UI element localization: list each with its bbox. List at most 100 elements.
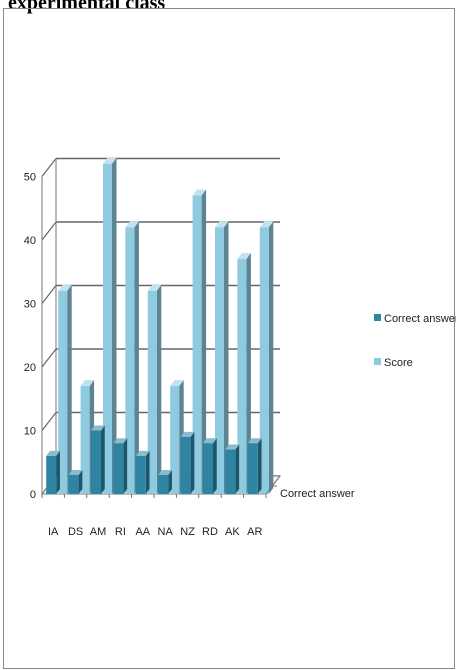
bar-correct-AK-front <box>225 449 236 494</box>
bar-correct-DS <box>68 469 83 494</box>
bar-score-NZ <box>192 189 207 495</box>
bar-correct-RD <box>203 438 217 494</box>
y-tick-label: 20 <box>24 362 36 374</box>
x-tick-label: NZ <box>180 526 195 538</box>
bar-score-IA-side <box>67 284 72 494</box>
legend-swatch <box>374 314 381 321</box>
bar-correct-IA-side <box>56 450 60 494</box>
bar-correct-RD-top <box>203 438 217 444</box>
bar-correct-AK <box>225 444 240 494</box>
gridline-depth <box>41 412 57 431</box>
bar-correct-RI-side <box>123 438 128 494</box>
bar-correct-NZ <box>180 431 195 494</box>
bar-score-AK-top <box>237 253 251 260</box>
bar-score-AR <box>259 221 274 495</box>
bar-score-AM-top <box>103 157 117 164</box>
bar-correct-RI <box>113 438 128 494</box>
depth-axis-line <box>265 475 281 495</box>
bar-score-RI-side <box>134 221 139 495</box>
bar-score-IA-front <box>58 290 68 494</box>
bar-score-NZ-side <box>201 189 207 495</box>
bar-correct-AM-top <box>91 425 105 431</box>
bar-score-AK-side <box>246 253 251 494</box>
bar-correct-NA-front <box>158 474 169 494</box>
bar-score-RI-front <box>125 227 135 495</box>
x-tick-label: AM <box>90 526 107 538</box>
y-tick-label: 30 <box>24 299 36 311</box>
bar-correct-AA <box>135 450 150 494</box>
bar-score-IA-top <box>58 284 72 291</box>
bar-correct-NA <box>158 469 172 494</box>
bar-score-AK-front <box>237 259 247 494</box>
depth-axis-label: Correct answer <box>280 488 355 500</box>
bar-score-RI <box>125 221 139 495</box>
bar-correct-AR-top <box>247 438 262 444</box>
bar-correct-AR-front <box>247 443 258 494</box>
chart-frame <box>3 8 455 669</box>
bar-correct-NZ-top <box>180 431 195 437</box>
bar-score-AR-side <box>268 221 274 495</box>
y-tick-label: 10 <box>24 426 36 438</box>
bar-correct-NA-side <box>168 469 172 494</box>
bar-correct-IA-front <box>46 455 57 494</box>
bar-score-AM-front <box>103 163 112 495</box>
x-tick-label: AR <box>247 526 262 538</box>
bar-correct-AM-front <box>91 430 101 494</box>
y-tick-label: 0 <box>30 489 36 501</box>
gridline-depth <box>41 348 57 368</box>
bar-score-AA-front <box>147 290 157 494</box>
bar-score-AA-top <box>147 284 162 291</box>
bar-correct-NA-top <box>158 469 172 475</box>
bar-score-NZ-top <box>192 189 207 196</box>
x-tick-label: DS <box>68 526 83 538</box>
x-tick-label: NA <box>158 526 174 538</box>
bar-score-DS-front <box>80 386 90 494</box>
bar-score-AA <box>147 284 162 494</box>
bar-score-AR-front <box>259 227 269 495</box>
bar-score-RD-side <box>224 221 229 495</box>
x-tick-label: RD <box>202 526 218 538</box>
bar-correct-AK-top <box>225 444 240 450</box>
x-tick-label: AK <box>225 526 240 538</box>
bar-score-AR-top <box>259 221 274 228</box>
bar-correct-AM-side <box>101 425 105 494</box>
legend-label: Correct answer <box>384 313 456 325</box>
bar-correct-DS-side <box>78 469 83 494</box>
bar-score-IA <box>58 284 72 494</box>
bar-correct-DS-front <box>68 474 79 494</box>
bar-score-NA-front <box>170 386 180 494</box>
bar-score-AM-side <box>112 157 117 495</box>
bar-correct-AA-side <box>145 450 150 494</box>
bar-score-NA-top <box>170 380 184 387</box>
bar-correct-RD-front <box>203 443 213 494</box>
bar-correct-AM <box>91 425 105 494</box>
bar-score-RI-top <box>125 221 139 228</box>
bar-correct-AK-side <box>235 444 240 494</box>
y-tick-label: 50 <box>24 172 36 184</box>
bar-correct-NZ-side <box>190 431 195 494</box>
bar-correct-IA <box>46 450 60 494</box>
bar-score-RD-top <box>215 221 229 228</box>
bar-score-AM <box>103 157 117 495</box>
bar-correct-AA-front <box>135 455 146 494</box>
bar-correct-IA-top <box>46 450 60 456</box>
bar-correct-NZ-front <box>180 436 191 494</box>
bar-correct-AR <box>247 438 262 494</box>
x-tick-label: AA <box>135 526 150 538</box>
bar-correct-RI-top <box>113 438 128 444</box>
bar-correct-AR-side <box>257 438 262 494</box>
gridline-depth <box>41 221 57 241</box>
bar-score-AA-side <box>156 284 162 494</box>
legend-swatch <box>374 358 381 365</box>
bar-correct-AA-top <box>135 450 150 456</box>
bar-correct-RD-side <box>213 438 217 494</box>
gridline-depth <box>41 285 57 304</box>
bar-correct-DS-top <box>68 469 83 475</box>
bar-score-RD-front <box>215 227 224 495</box>
legend-label: Score <box>384 357 413 369</box>
chart-title-fragment: experimental class <box>8 0 166 14</box>
bar-score-DS-top <box>80 380 95 387</box>
y-tick-label: 40 <box>24 235 36 247</box>
bar-score-RD <box>215 221 229 495</box>
